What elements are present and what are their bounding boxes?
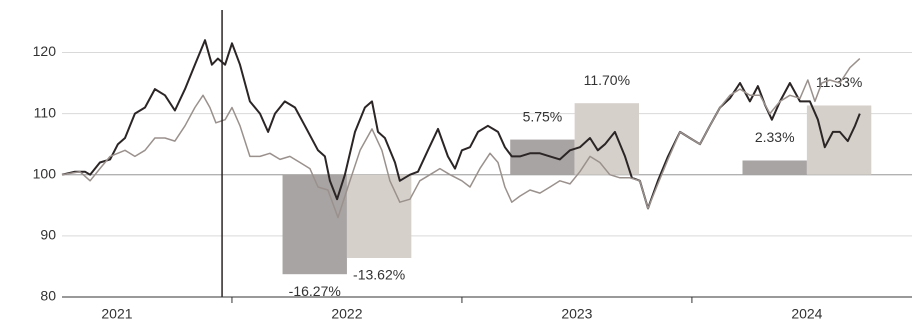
bar [282,174,347,275]
y-tick-label: 80 [40,288,56,304]
bar-label: -16.27% [289,283,341,299]
line-series [61,39,861,210]
bar-label: 2.33% [755,129,795,145]
x-tick-label: 2022 [331,306,362,322]
x-tick-label: 2021 [101,306,132,322]
x-tick-label: 2024 [791,306,822,322]
y-tick-label: 120 [33,43,57,59]
bar [742,160,807,175]
bar-label: 11.70% [584,72,630,88]
y-tick-label: 100 [33,165,57,181]
line-series [61,58,861,219]
y-tick-label: 90 [40,227,56,243]
bar-label: 5.75% [523,108,563,124]
y-tick-label: 110 [34,104,57,120]
x-tick-label: 2023 [561,306,592,322]
bar [346,174,412,258]
bar-label: -13.62% [353,267,405,283]
